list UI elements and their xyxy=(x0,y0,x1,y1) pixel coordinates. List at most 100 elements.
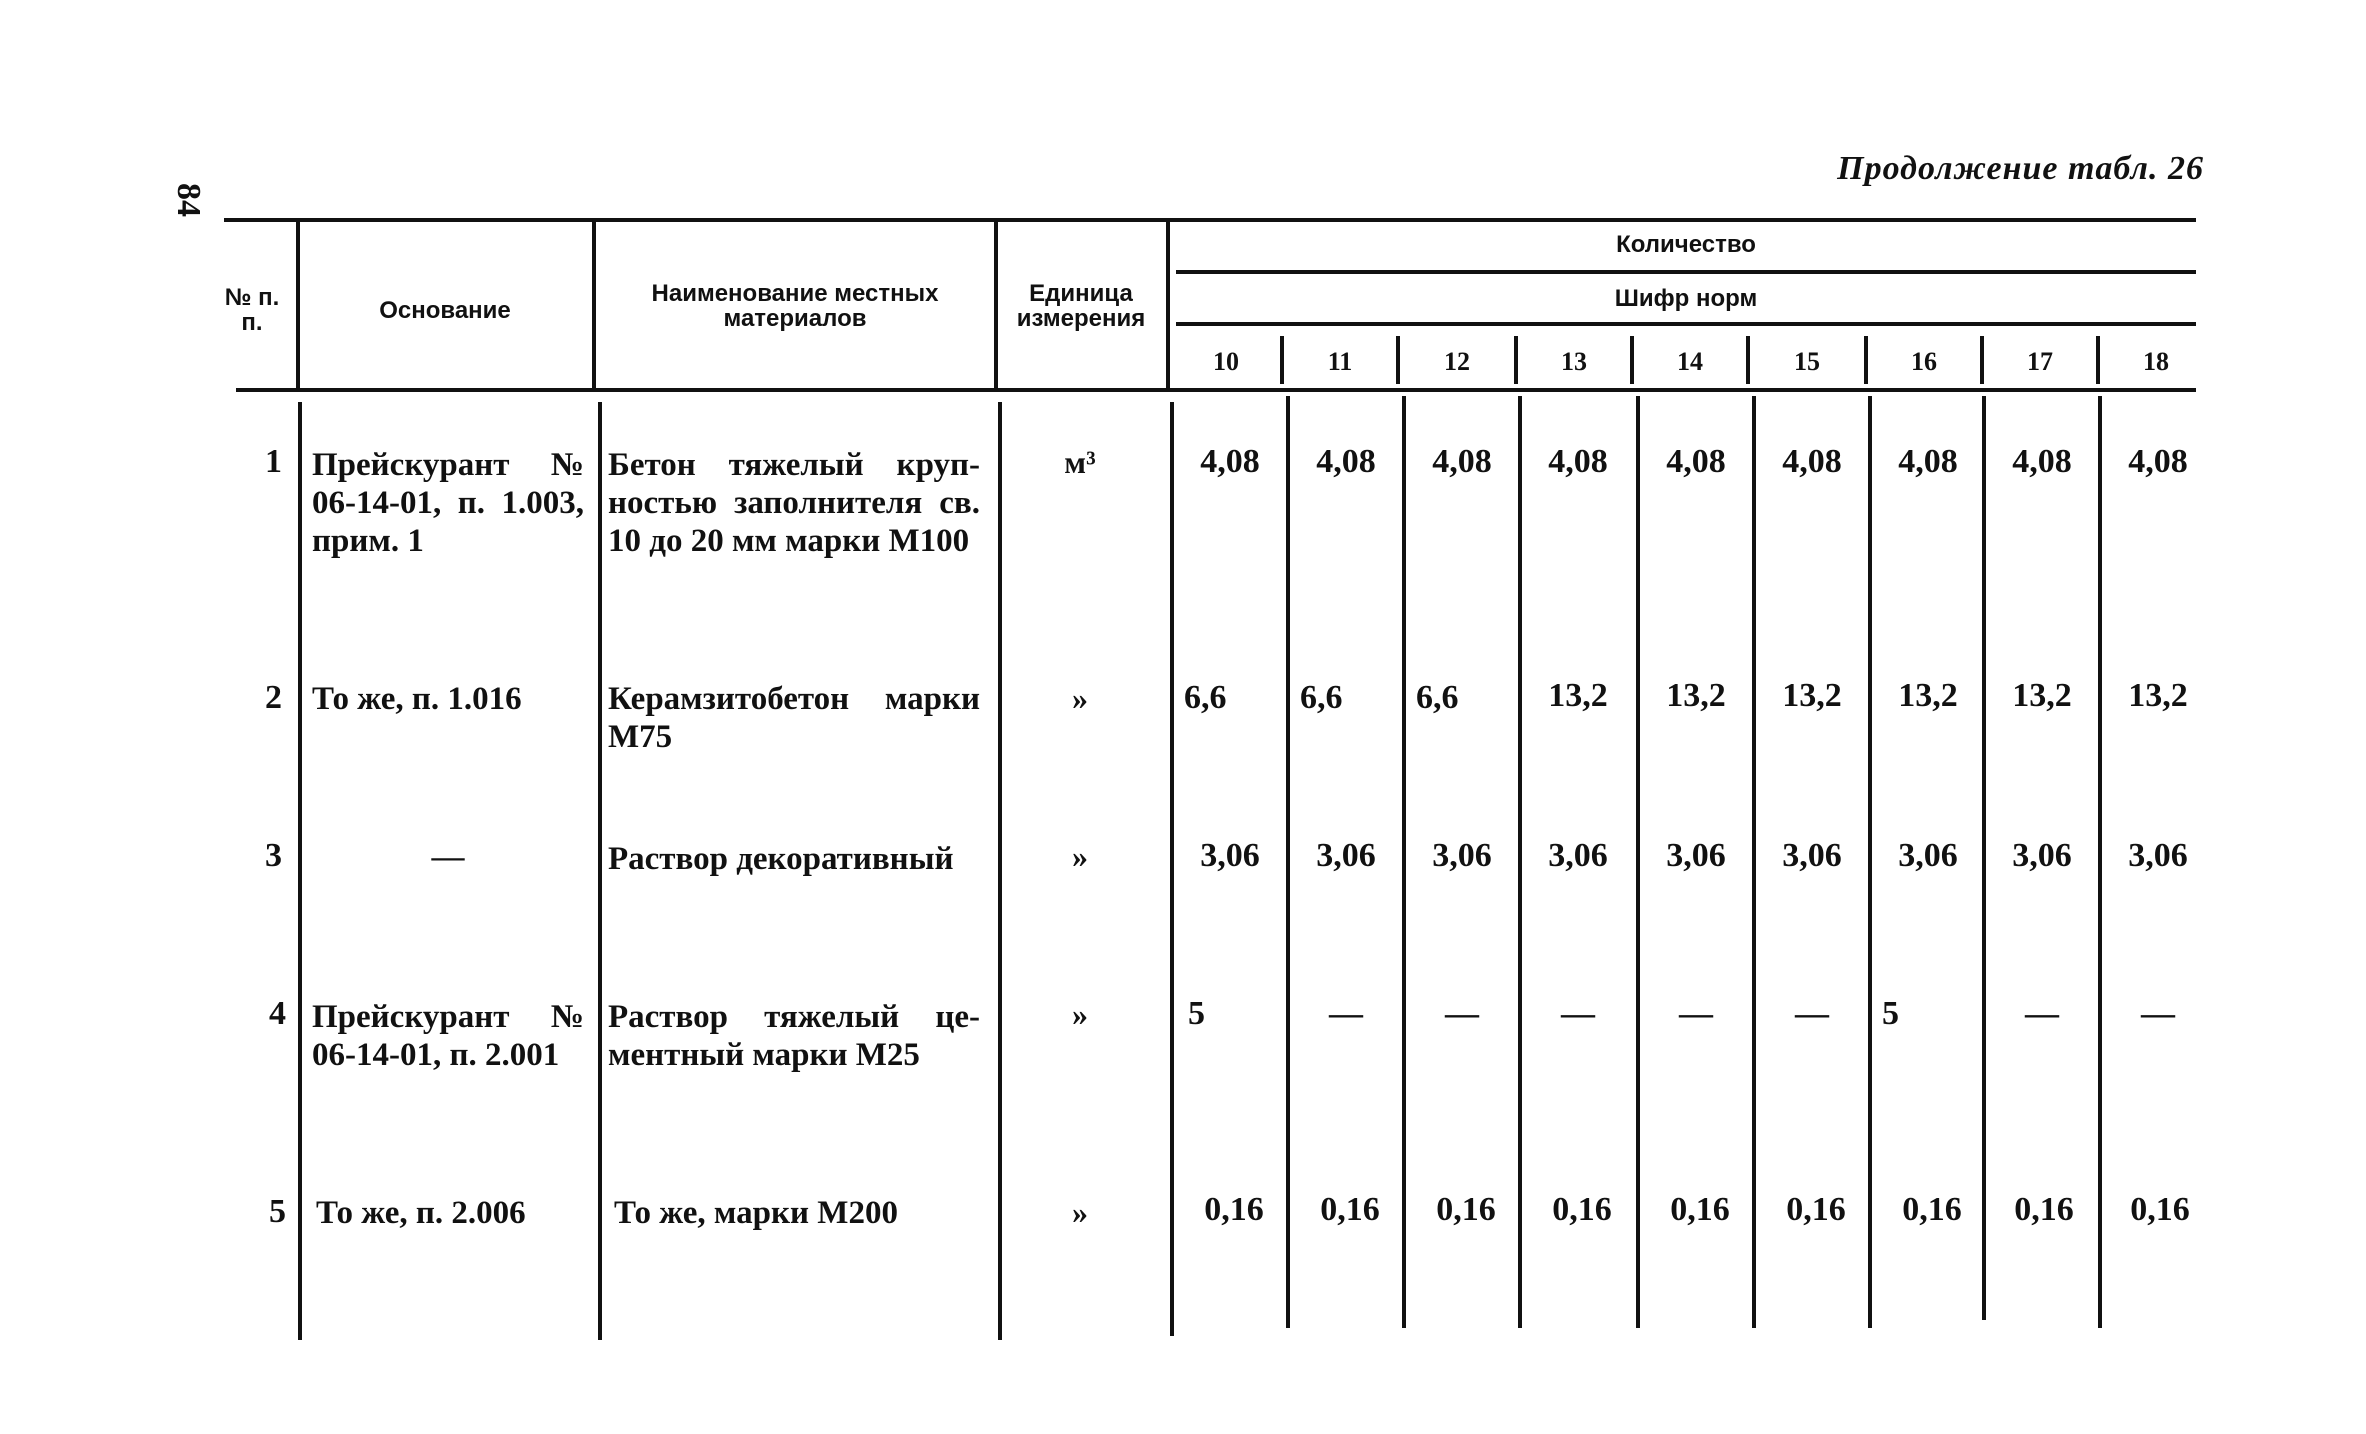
body-col-sep xyxy=(2098,396,2102,1328)
row-number: 5 xyxy=(269,1193,286,1230)
norm-code-divider-rule xyxy=(1176,322,2196,326)
row-value: 13,2 xyxy=(1782,677,1842,714)
row-basis: То же, п. 1.016 xyxy=(312,681,522,717)
row-value: 0,16 xyxy=(1552,1191,1612,1228)
body-col-sep xyxy=(1518,396,1522,1328)
body-col-sep xyxy=(1752,396,1756,1328)
header-norm-code: Шифр норм xyxy=(1614,284,1758,312)
header-subcol-sep xyxy=(1514,336,1518,384)
body-col-sep xyxy=(298,402,302,1340)
row-material: Раствор тяжелый це­ментный марки М25 xyxy=(608,999,980,1073)
row-value: — xyxy=(1679,995,1713,1032)
table-continuation-title: Продолжение табл. 26 xyxy=(1837,150,2204,187)
row-value: 13,2 xyxy=(2128,677,2188,714)
row-value: 4,08 xyxy=(2128,443,2188,480)
body-col-sep xyxy=(1402,396,1406,1328)
body-col-sep xyxy=(998,402,1002,1340)
row-value: 4,08 xyxy=(1548,443,1608,480)
header-col-number: 11 xyxy=(1327,347,1353,376)
row-value: 0,16 xyxy=(1204,1191,1264,1228)
row-unit: » xyxy=(1072,996,1088,1032)
header-basis: Основание xyxy=(379,296,511,324)
body-col-sep xyxy=(1982,396,1986,1320)
row-value: 3,06 xyxy=(1782,837,1842,874)
row-value: 0,16 xyxy=(1320,1191,1380,1228)
row-material: Раствор декоратив­ный xyxy=(608,841,954,877)
row-value: 4,08 xyxy=(1200,443,1260,480)
body-col-sep xyxy=(598,402,602,1340)
row-value: 13,2 xyxy=(1666,677,1726,714)
row-value: 0,16 xyxy=(1902,1191,1962,1228)
header-col-number: 16 xyxy=(1911,347,1937,376)
row-value: 3,06 xyxy=(1548,837,1608,874)
header-col-sep xyxy=(994,222,998,388)
body-col-sep xyxy=(1286,396,1290,1328)
row-value: 6,6 xyxy=(1300,679,1343,716)
row-value: — xyxy=(2141,995,2175,1032)
row-value: 4,08 xyxy=(1432,443,1492,480)
header-unit: Единица измерения xyxy=(1016,280,1146,332)
header-col-number: 14 xyxy=(1677,347,1703,376)
row-value: 13,2 xyxy=(2012,677,2072,714)
row-value: 3,06 xyxy=(1898,837,1958,874)
header-subcol-sep xyxy=(1630,336,1634,384)
row-value: 6,6 xyxy=(1184,679,1227,716)
row-unit: м³ xyxy=(1064,444,1096,480)
header-subcol-sep xyxy=(1980,336,1984,384)
row-value: 5 xyxy=(1882,995,1899,1032)
row-value: — xyxy=(1445,995,1479,1032)
row-value: 13,2 xyxy=(1898,677,1958,714)
table-top-rule xyxy=(224,218,2196,222)
row-number: 3 xyxy=(265,837,282,874)
row-value: 3,06 xyxy=(2012,837,2072,874)
page-number: 84 xyxy=(170,183,207,217)
header-col-number: 18 xyxy=(2143,347,2169,376)
header-quantity: Количество xyxy=(1616,230,1756,258)
row-value: 3,06 xyxy=(1666,837,1726,874)
header-bottom-rule xyxy=(236,388,2196,392)
row-value: 4,08 xyxy=(2012,443,2072,480)
row-basis: Прейскурант № 06-14-01, п. 2.001 xyxy=(312,999,584,1073)
row-value: 4,08 xyxy=(1316,443,1376,480)
row-number: 2 xyxy=(265,679,282,716)
header-subcol-sep xyxy=(2096,336,2100,384)
row-material: То же, марки М200 xyxy=(614,1195,898,1231)
row-value: 5 xyxy=(1188,995,1205,1032)
row-value: — xyxy=(2025,995,2059,1032)
body-col-sep xyxy=(1170,402,1174,1336)
row-value: 4,08 xyxy=(1666,443,1726,480)
header-col-number: 17 xyxy=(2027,347,2053,376)
row-basis: Прейскурант № 06-14-01, п. 1.003, прим. … xyxy=(312,447,584,559)
header-subcol-sep xyxy=(1864,336,1868,384)
header-subcol-sep xyxy=(1746,336,1750,384)
row-unit: » xyxy=(1072,1194,1088,1230)
row-unit: » xyxy=(1072,680,1088,716)
row-basis: То же, п. 2.006 xyxy=(316,1195,526,1231)
header-col-number: 10 xyxy=(1213,347,1239,376)
header-subcol-sep xyxy=(1396,336,1400,384)
row-value: 0,16 xyxy=(2130,1191,2190,1228)
row-value: 0,16 xyxy=(1670,1191,1730,1228)
row-material: Бетон тяжелый круп­ностью заполнителя св… xyxy=(608,447,980,559)
row-number: 4 xyxy=(269,995,286,1032)
row-value: 13,2 xyxy=(1548,677,1608,714)
row-value: 0,16 xyxy=(1436,1191,1496,1228)
row-value: 3,06 xyxy=(1432,837,1492,874)
row-value: 0,16 xyxy=(1786,1191,1846,1228)
header-col-sep xyxy=(592,222,596,388)
header-col-sep xyxy=(1166,222,1170,388)
row-value: — xyxy=(1561,995,1595,1032)
header-subcol-sep xyxy=(1280,336,1284,384)
row-material: Керамзитобетон мар­ки М75 xyxy=(608,681,980,755)
header-col-number: 15 xyxy=(1794,347,1820,376)
row-value: 4,08 xyxy=(1898,443,1958,480)
row-basis: — xyxy=(431,839,465,875)
quantity-divider-rule xyxy=(1176,270,2196,274)
row-value: — xyxy=(1329,995,1363,1032)
header-col-sep xyxy=(296,222,300,388)
row-value: — xyxy=(1795,995,1829,1032)
row-value: 0,16 xyxy=(2014,1191,2074,1228)
header-num: № п. п. xyxy=(224,284,280,336)
row-value: 3,06 xyxy=(2128,837,2188,874)
row-number: 1 xyxy=(265,443,282,480)
